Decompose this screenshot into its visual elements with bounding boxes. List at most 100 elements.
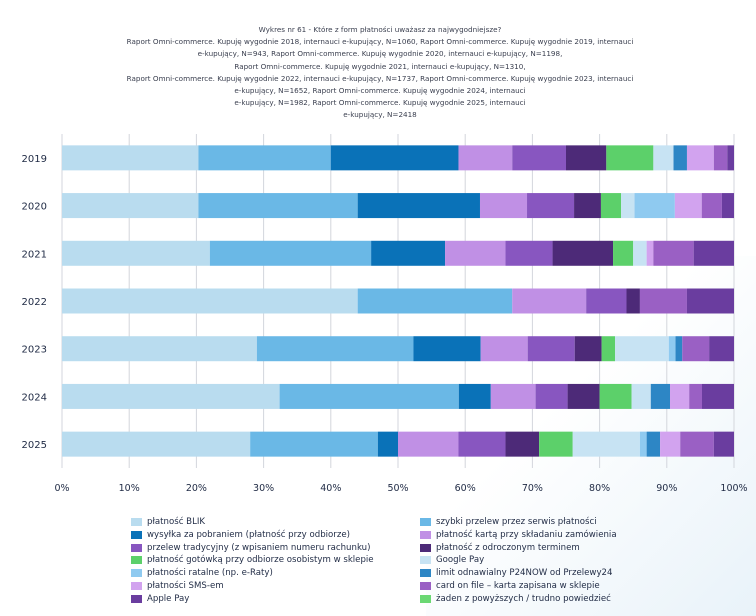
legend-item: szybki przelew przez serwis płatności bbox=[420, 517, 597, 527]
legend-swatch bbox=[131, 582, 142, 590]
legend-item: wysyłka za pobraniem (płatność przy odbi… bbox=[131, 530, 350, 540]
bar-segment bbox=[458, 431, 506, 457]
bar-segment bbox=[480, 336, 528, 362]
bar-segment bbox=[62, 193, 199, 219]
bar-segment bbox=[512, 145, 566, 171]
bar-segment bbox=[62, 431, 251, 457]
bar-segment bbox=[371, 240, 446, 266]
bar-segment bbox=[552, 240, 614, 266]
bar-segment bbox=[727, 145, 734, 171]
x-tick-label: 30% bbox=[253, 483, 274, 494]
bar-segment bbox=[574, 336, 602, 362]
x-tick-label: 70% bbox=[522, 483, 543, 494]
bar-segment bbox=[650, 383, 670, 409]
bar-segment bbox=[693, 240, 734, 266]
legend-swatch bbox=[420, 569, 431, 578]
bar-segment bbox=[62, 336, 257, 362]
legend-item: płatności ratalne (np. e-Raty) bbox=[131, 568, 273, 578]
chart-legend: płatność BLIK szybki przelew przez serwis… bbox=[0, 516, 756, 616]
bar-segment bbox=[639, 288, 687, 314]
bar-segment bbox=[721, 193, 734, 219]
bar-segment bbox=[357, 288, 513, 314]
title-line: Raport Omni-commerce. Kupuję wygodnie 20… bbox=[234, 61, 526, 71]
bar-segment bbox=[62, 145, 199, 171]
bar-segment bbox=[631, 383, 651, 409]
x-tick-label: 80% bbox=[589, 483, 610, 494]
legend-swatch bbox=[131, 530, 142, 539]
y-category-label: 2024 bbox=[22, 392, 47, 403]
legend-item: płatność z odroczonym terminem bbox=[420, 543, 580, 553]
legend-label: płatności SMS-em bbox=[147, 581, 224, 591]
bar-segment bbox=[600, 193, 622, 219]
bar-segment bbox=[512, 288, 587, 314]
bar-segment bbox=[633, 240, 647, 266]
legend-label: card on file – karta zapisana w sklepie bbox=[436, 581, 600, 591]
legend-swatch bbox=[420, 543, 431, 552]
bar-segment bbox=[62, 383, 280, 409]
bar-segment bbox=[566, 145, 607, 171]
bar-segment bbox=[572, 431, 640, 457]
title-line: Wykres nr 61 - Które z form płatności uw… bbox=[258, 25, 502, 34]
bar-segment bbox=[458, 145, 513, 171]
bar-segment bbox=[646, 240, 654, 266]
bar-segment bbox=[62, 288, 358, 314]
legend-label: limit odnawialny P24NOW od Przelewy24 bbox=[436, 568, 613, 579]
legend-swatch bbox=[131, 594, 142, 603]
legend-item: Apple Pay bbox=[131, 594, 189, 604]
legend-swatch bbox=[420, 582, 431, 590]
bar-segment bbox=[505, 431, 540, 457]
bar-segment bbox=[198, 193, 358, 219]
bar-segment bbox=[701, 193, 722, 219]
legend-item: płatność BLIK bbox=[131, 517, 205, 527]
bar-segment bbox=[398, 431, 459, 457]
bar-segment bbox=[674, 193, 702, 219]
title-line: Raport Omni-commerce. Kupuję wygodnie 20… bbox=[126, 37, 634, 47]
legend-item: żaden z powyższych / trudno powiedzieć bbox=[420, 594, 611, 604]
title-line: e-kupujący, N=1982, Raport Omni-commerce… bbox=[234, 98, 526, 108]
legend-item: płatności SMS-em bbox=[131, 581, 224, 591]
bar-segment bbox=[567, 383, 600, 409]
legend-item: card on file – karta zapisana w sklepie bbox=[420, 581, 600, 591]
bar-segment bbox=[673, 145, 687, 171]
bar-segment bbox=[668, 336, 676, 362]
x-tick-label: 90% bbox=[656, 483, 677, 494]
legend-swatch bbox=[131, 569, 142, 578]
bar-segment bbox=[445, 240, 506, 266]
x-tick-label: 50% bbox=[387, 483, 408, 494]
chart-title: Wykres nr 61 - Które z form płatności uw… bbox=[120, 24, 640, 122]
legend-swatch bbox=[420, 594, 431, 603]
y-category-label: 2021 bbox=[22, 249, 47, 260]
x-tick-label: 20% bbox=[186, 483, 207, 494]
bar-segment bbox=[689, 383, 702, 409]
bar-segment bbox=[634, 193, 675, 219]
y-category-label: 2025 bbox=[22, 440, 47, 451]
y-category-label: 2020 bbox=[22, 202, 47, 213]
legend-swatch bbox=[420, 556, 431, 565]
legend-item: Google Pay bbox=[420, 555, 484, 565]
bar-segment bbox=[646, 431, 661, 457]
legend-item: limit odnawialny P24NOW od Przelewy24 bbox=[420, 568, 612, 578]
bar-segment bbox=[680, 431, 714, 457]
legend-item: płatność kartą przy składaniu zamówienia bbox=[420, 530, 617, 540]
bar-segment bbox=[713, 145, 728, 171]
bar-segment bbox=[675, 336, 683, 362]
bar-segment bbox=[490, 383, 536, 409]
bar-segment bbox=[413, 336, 481, 362]
title-line: e-kupujący, N=2418 bbox=[343, 110, 417, 120]
bar-segment bbox=[458, 383, 491, 409]
bar-segment bbox=[653, 240, 694, 266]
bar-segment bbox=[606, 145, 654, 171]
legend-label: płatność gotówką przy odbiorze osobistym… bbox=[147, 555, 374, 566]
legend-label: Google Pay bbox=[436, 555, 485, 566]
bar-segment bbox=[198, 145, 331, 171]
bar-segment bbox=[670, 383, 690, 409]
bar-segment bbox=[702, 383, 734, 409]
x-tick-label: 40% bbox=[320, 483, 341, 494]
title-line: e-kupujący, N=1652, Raport Omni-commerce… bbox=[234, 86, 526, 96]
legend-swatch bbox=[131, 556, 142, 565]
bar-segment bbox=[599, 383, 632, 409]
legend-label: wysyłka za pobraniem (płatność przy odbi… bbox=[147, 529, 350, 540]
bar-segment bbox=[601, 336, 616, 362]
bar-segment bbox=[686, 288, 734, 314]
legend-swatch bbox=[131, 518, 142, 526]
